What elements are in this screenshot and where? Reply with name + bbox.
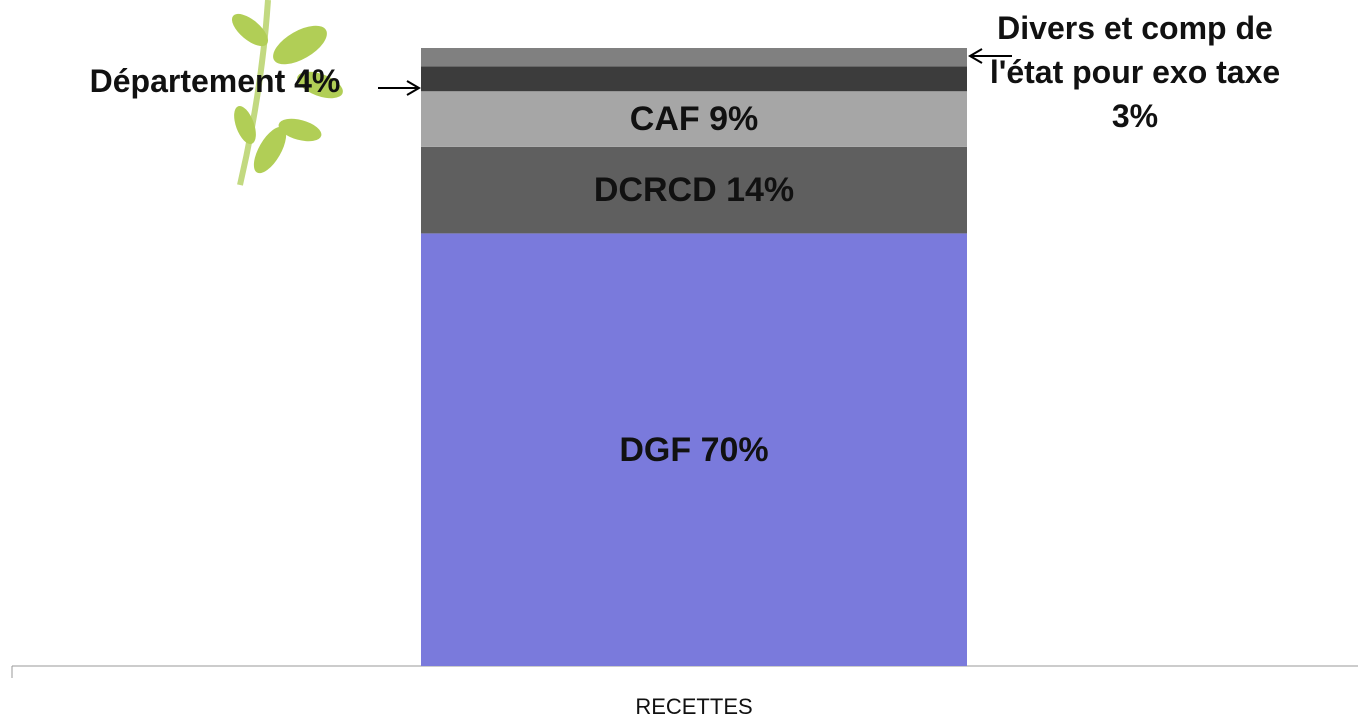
data-label: DCRCD 14% xyxy=(593,171,795,210)
data-label: CAF 9% xyxy=(629,100,759,139)
bar-segment xyxy=(421,48,967,67)
data-label: Département 4% xyxy=(89,63,341,99)
bar-segment xyxy=(421,233,967,666)
bar-segment xyxy=(421,66,967,92)
data-label: Divers et comp de l'état pour exo taxe 3… xyxy=(989,10,1281,134)
x-tick-label: RECETTES xyxy=(635,694,753,719)
callout-arrowhead xyxy=(968,48,983,64)
bar-segment xyxy=(421,91,967,147)
bar-segment xyxy=(421,146,967,234)
data-label: DGF 70% xyxy=(619,430,769,469)
callout-arrowhead xyxy=(406,80,421,96)
plant-decoration xyxy=(231,0,343,186)
